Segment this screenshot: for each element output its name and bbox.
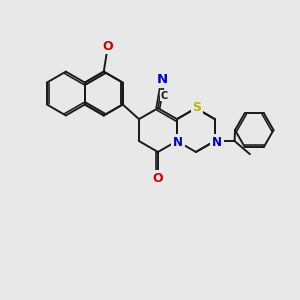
Text: N: N bbox=[157, 73, 168, 86]
Text: S: S bbox=[192, 101, 201, 114]
Text: O: O bbox=[102, 40, 113, 52]
Text: C: C bbox=[160, 91, 168, 101]
Text: N: N bbox=[173, 136, 183, 148]
Text: O: O bbox=[153, 172, 163, 185]
Text: N: N bbox=[212, 136, 222, 148]
